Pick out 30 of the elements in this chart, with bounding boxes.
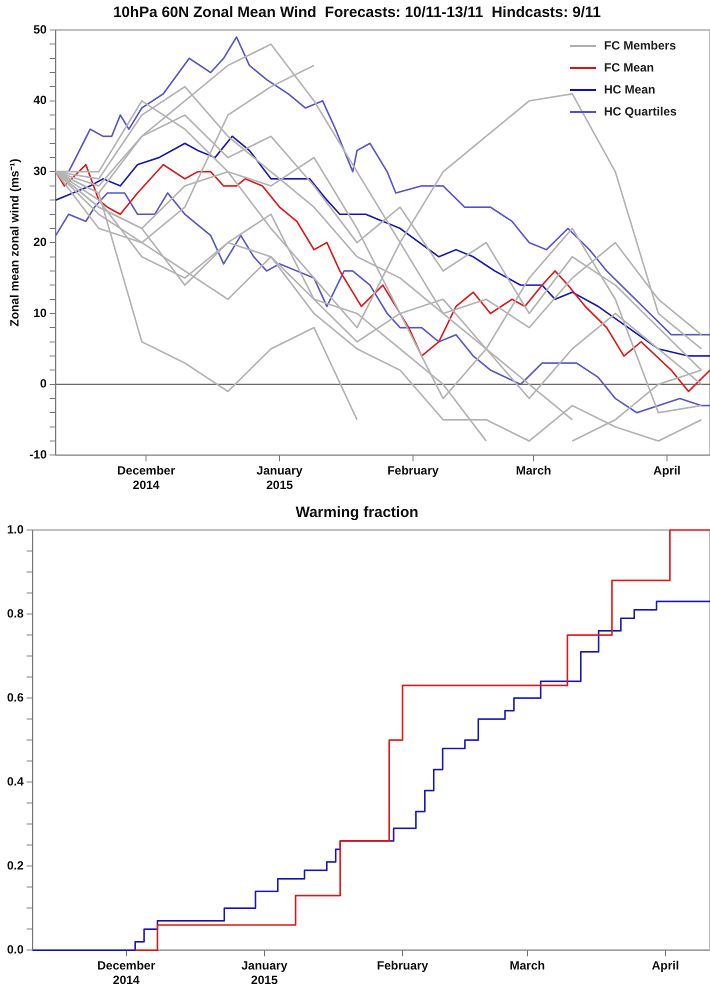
x-tick-label: April [653,464,681,478]
x-tick-label: December 2014 [97,958,156,988]
legend-label: HC Mean [604,82,656,96]
y-axis-title: Zonal mean zonal wind (ms⁻¹) [8,158,22,327]
legend-label: FC Members [604,38,676,52]
x-tick-label: February [376,958,429,973]
y-tick-label: 50 [33,22,48,36]
y-tick-label: -10 [29,448,48,462]
chart-title: Warming fraction [296,504,418,522]
y-tick-label: 0.4 [6,774,24,788]
x-tick-label: March [516,464,552,478]
y-tick-label: 0 [40,376,48,391]
x-tick-label: December 2014 [117,464,176,492]
y-tick-label: 40 [33,93,48,108]
y-tick-label: 10 [33,306,48,320]
x-tick-label: March [510,958,545,973]
x-tick-label: February [387,464,439,478]
y-tick-label: 1.0 [6,522,24,536]
y-tick-label: 30 [33,164,48,178]
chart-title: 10hPa 60N Zonal Mean Wind Forecasts: 10/11-13/11 Hindcasts: 9/11 [113,4,601,22]
x-tick-label: April [652,958,680,973]
y-tick-label: 20 [33,234,48,249]
legend-label: HC Quartiles [604,104,678,118]
x-tick-label: January 2015 [241,958,288,988]
y-tick-label: 0.0 [6,942,24,957]
y-tick-label: 0.8 [6,606,24,620]
legend-label: FC Mean [604,60,654,74]
y-tick-label: 0.6 [6,690,24,704]
x-tick-label: January 2015 [256,464,303,492]
y-tick-label: 0.2 [6,858,24,872]
